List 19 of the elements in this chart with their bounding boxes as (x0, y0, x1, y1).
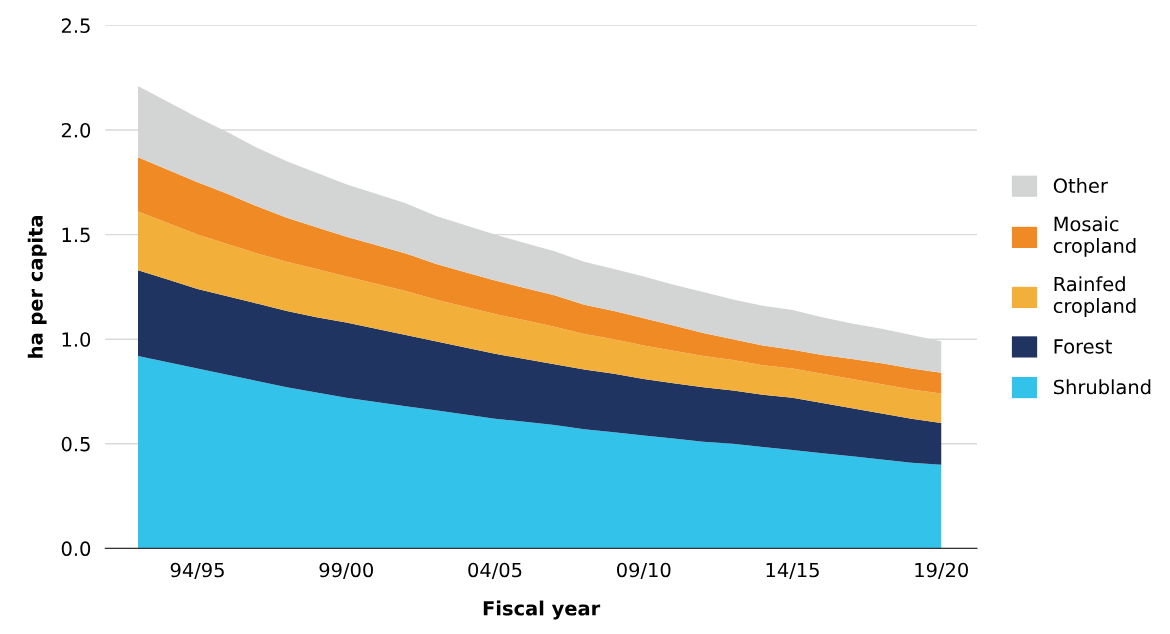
legend-label: Other (1053, 177, 1108, 193)
y-axis-title: ha per capita (27, 215, 47, 358)
x-tick-label: 04/05 (468, 562, 522, 579)
legend-label: Forest (1054, 339, 1112, 354)
y-tick-label: 1.0 (62, 332, 91, 347)
x-tick-label: 09/10 (617, 562, 671, 579)
x-tick-label: 19/20 (915, 562, 968, 579)
y-tick-label: 2.5 (61, 18, 90, 34)
y-tick-label: 0.5 (61, 436, 90, 452)
legend-label: Rainfed cropland (1053, 276, 1136, 317)
legend-label: Mosaic cropland (1053, 216, 1136, 257)
x-tick-label: 99/00 (319, 562, 373, 579)
y-tick-label: 2.0 (61, 122, 91, 138)
y-tick-label: 1.5 (62, 227, 90, 243)
x-axis-title: Fiscal year (483, 600, 601, 620)
legend-label: Shrubland (1054, 379, 1151, 395)
x-tick-label: 14/15 (766, 562, 819, 579)
y-tick-label: 0.0 (61, 541, 91, 557)
x-tick-label: 94/95 (170, 562, 224, 579)
